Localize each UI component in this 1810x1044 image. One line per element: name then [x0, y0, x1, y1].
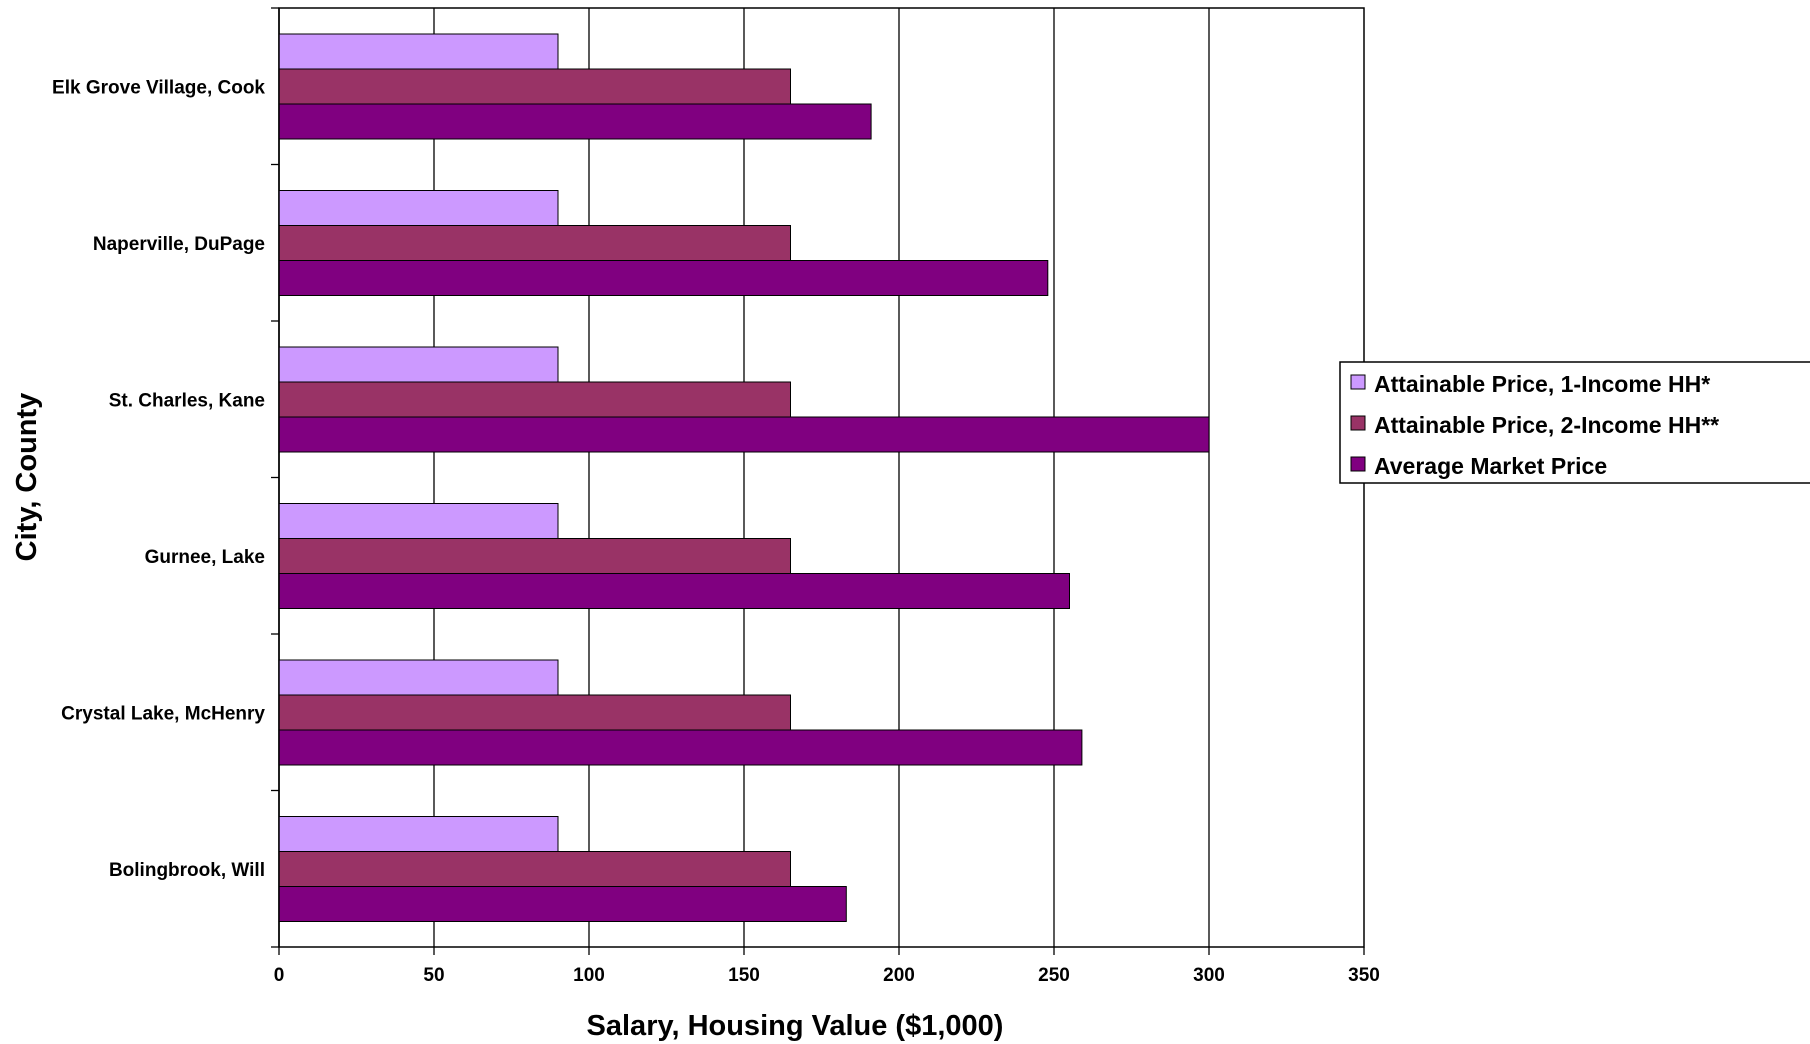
category-labels: Elk Grove Village, Cook Naperville, DuPag… [52, 78, 265, 882]
bars [278, 33, 1210, 922]
bar [278, 659, 559, 696]
x-tick-label: 150 [728, 965, 760, 986]
x-tick-label: 250 [1038, 965, 1070, 986]
legend-swatch-2 [1350, 415, 1366, 431]
bar [278, 260, 1049, 296]
gridlines [433, 8, 1210, 947]
legend-swatch-1 [1350, 374, 1366, 390]
legend: Attainable Price, 1-Income HH* Attainabl… [1339, 361, 1810, 484]
legend-box [1339, 361, 1810, 484]
category-label: St. Charles, Kane [109, 391, 265, 412]
x-axis-title: Salary, Housing Value ($1,000) [587, 1010, 1004, 1042]
category-label: Bolingbrook, Will [109, 860, 265, 881]
legend-label-3: Average Market Price [1374, 453, 1607, 479]
bar [278, 886, 847, 922]
x-tick-label: 200 [883, 965, 915, 986]
bar [278, 729, 1083, 766]
x-tick-label: 0 [274, 965, 285, 986]
category-label: Gurnee, Lake [145, 547, 265, 568]
legend-label-1: Attainable Price, 1-Income HH* [1374, 371, 1710, 397]
x-tick-label: 100 [573, 965, 605, 986]
bar [278, 816, 559, 852]
bar [278, 694, 791, 731]
category-label: Elk Grove Village, Cook [52, 78, 265, 99]
x-tick-label: 50 [423, 965, 444, 986]
bar [278, 68, 791, 105]
x-tick-label: 350 [1348, 965, 1380, 986]
legend-label-2: Attainable Price, 2-Income HH** [1374, 412, 1719, 438]
bar [278, 381, 791, 418]
bar [278, 503, 559, 539]
bar [278, 225, 791, 261]
bar [278, 103, 872, 140]
bar [278, 538, 791, 574]
category-label: Naperville, DuPage [93, 234, 265, 255]
x-tick-label: 300 [1193, 965, 1225, 986]
bar [278, 573, 1070, 609]
bar [278, 33, 559, 70]
x-tick-labels: 0 50 100 150 200 250 300 350 [274, 965, 1380, 986]
bar [278, 346, 559, 383]
bar [278, 851, 791, 887]
y-axis-title: City, County [11, 393, 43, 562]
legend-swatch-3 [1350, 456, 1366, 472]
axes [271, 7, 1365, 955]
bar [278, 190, 559, 226]
bar [278, 416, 1210, 453]
plot-area [278, 7, 1365, 948]
category-label: Crystal Lake, McHenry [61, 704, 265, 725]
